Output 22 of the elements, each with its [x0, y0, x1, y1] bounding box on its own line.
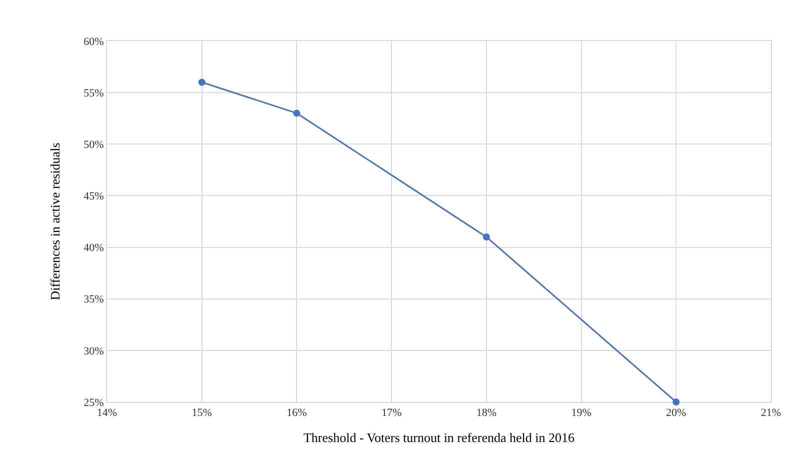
x-axis-title: Threshold - Voters turnout in referenda held in 2016: [303, 430, 576, 445]
x-tick-label: 21%: [760, 407, 782, 420]
y-tick-label: 55%: [84, 87, 104, 100]
y-tick-label: 60%: [84, 36, 104, 48]
x-tick-label: 17%: [381, 407, 402, 420]
y-tick-label: 25%: [84, 396, 104, 409]
y-tick-label: 40%: [84, 242, 104, 254]
x-tick-label: 18%: [476, 407, 497, 420]
x-tick-label: 20%: [666, 407, 686, 420]
y-tick-label: 35%: [84, 294, 104, 306]
point: [672, 398, 680, 406]
x-tick-label: 16%: [286, 407, 307, 420]
y-tick-label: 45%: [84, 190, 104, 203]
y-tick-label: 30%: [84, 345, 104, 358]
point: [198, 78, 206, 86]
point: [482, 233, 490, 240]
x-tick-label: 15%: [192, 407, 212, 420]
y-axis-title: Differences in active residuals: [48, 142, 63, 300]
x-tick-label: 14%: [96, 407, 118, 420]
point: [293, 110, 300, 117]
x-tick-label: 19%: [571, 407, 592, 420]
y-tick-label: 50%: [84, 138, 104, 151]
